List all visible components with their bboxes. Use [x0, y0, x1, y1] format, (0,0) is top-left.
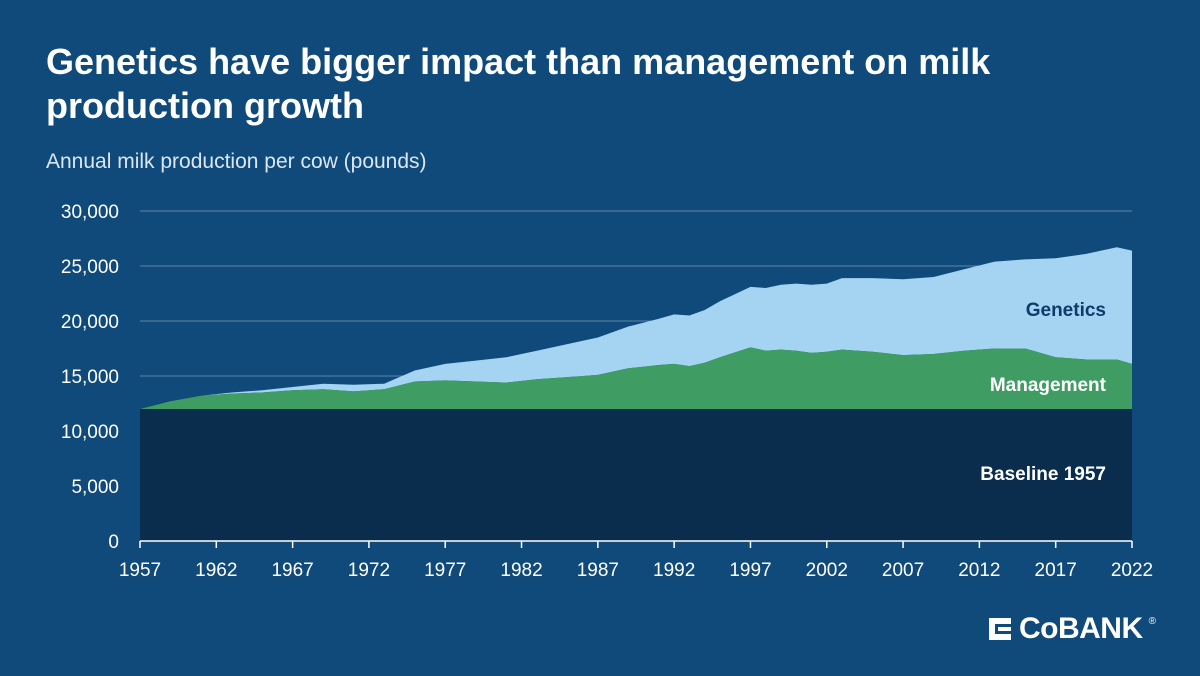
y-tick-label: 25,000	[61, 257, 119, 278]
x-tick-label: 1977	[424, 560, 466, 581]
y-axis: 0 5,000 10,000 15,000 20,000 25,000 30,000	[61, 202, 119, 553]
area-series	[140, 247, 1132, 541]
brand-name: CoBANK	[1018, 612, 1143, 645]
y-tick-label: 30,000	[61, 202, 119, 223]
x-tick-label: 2002	[806, 560, 848, 581]
chart-subtitle: Annual milk production per cow (pounds)	[46, 150, 427, 173]
y-tick-label: 20,000	[61, 312, 119, 333]
series-label-baseline: Baseline 1957	[980, 464, 1106, 485]
x-tick-label: 1997	[729, 560, 771, 581]
x-tick-label: 2017	[1035, 560, 1077, 581]
x-tick-label: 1957	[119, 560, 161, 581]
registered-mark: ®	[1148, 616, 1156, 627]
area-genetics	[140, 247, 1132, 409]
series-labels: Genetics Management Baseline 1957	[980, 300, 1106, 485]
x-tick-label: 1972	[348, 560, 390, 581]
x-tick-label: 1992	[653, 560, 695, 581]
x-tick-label: 1982	[500, 560, 542, 581]
area-management	[140, 347, 1132, 409]
y-tick-label: 0	[108, 532, 119, 553]
chart-title: Genetics have bigger impact than managem…	[46, 41, 991, 126]
x-tick-label: 1987	[577, 560, 619, 581]
cobank-logo: CoBANK ®	[987, 612, 1156, 646]
y-tick-label: 5,000	[71, 477, 119, 498]
series-label-genetics: Genetics	[1026, 300, 1106, 321]
area-baseline	[140, 409, 1132, 541]
x-tick-label: 1962	[195, 560, 237, 581]
x-tick-label: 2007	[882, 560, 924, 581]
cobank-logo-icon	[988, 618, 1011, 640]
x-axis: 1957 1962 1967 1972 1977 1982 1987 1992 1997 2002…	[119, 540, 1153, 581]
x-tick-label: 2022	[1111, 560, 1153, 581]
series-label-management: Management	[990, 375, 1107, 396]
y-tick-label: 10,000	[61, 422, 119, 443]
x-tick-label: 1967	[271, 560, 313, 581]
y-tick-label: 15,000	[61, 367, 119, 388]
x-tick-label: 2012	[958, 560, 1000, 581]
